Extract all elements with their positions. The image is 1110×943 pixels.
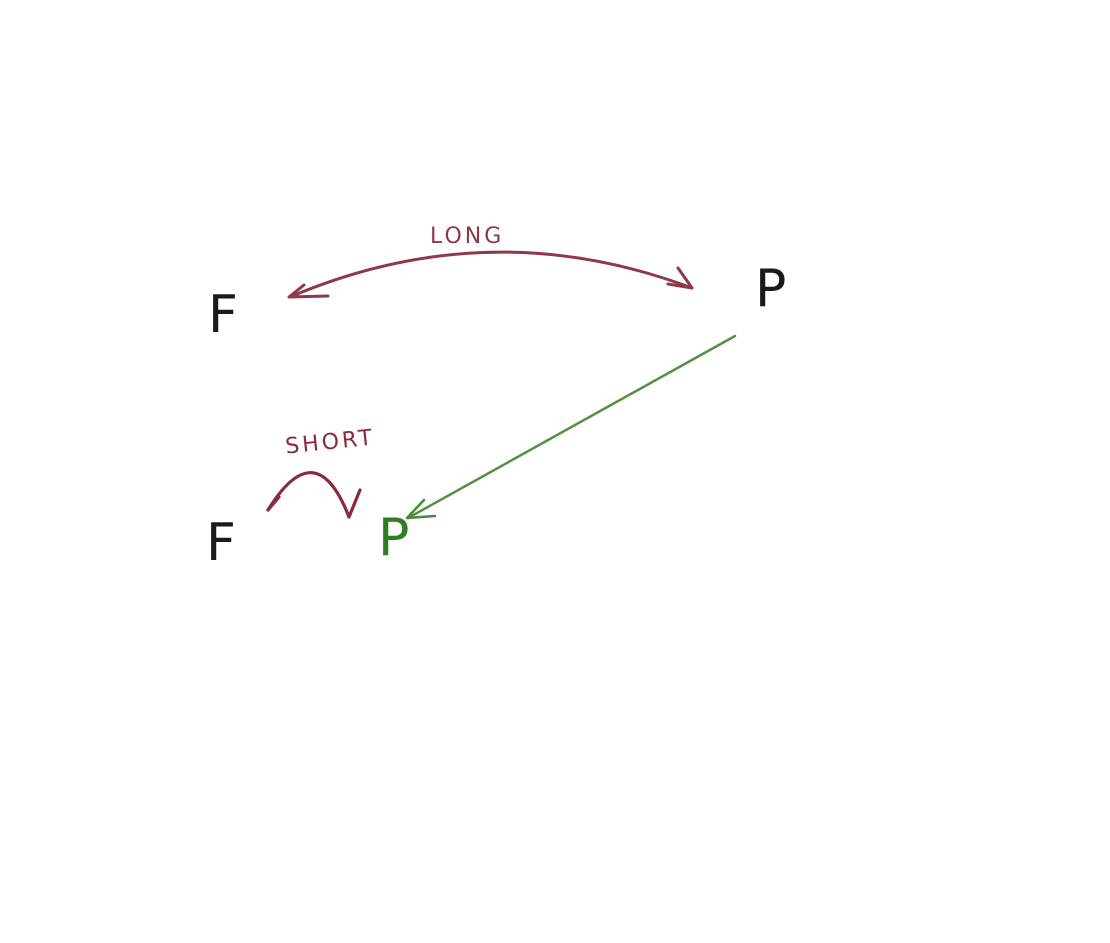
edge-label-long: LONG [430,224,504,249]
short-arrow-icon [266,471,362,519]
node-p-bottom: P [378,508,409,568]
node-f-bottom: F [206,513,236,573]
long-arrow-icon [287,250,694,299]
node-p-top: P [755,259,786,319]
edge-label-short: SHORT [284,425,376,459]
node-f-top: F [208,285,238,345]
move-arrow-icon [405,334,737,520]
